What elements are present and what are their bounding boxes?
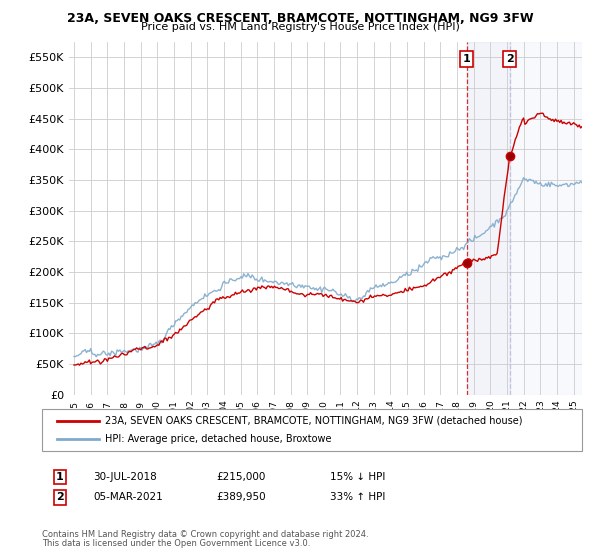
Text: 1: 1 (56, 472, 64, 482)
Text: 2: 2 (506, 54, 514, 64)
Text: 1: 1 (463, 54, 470, 64)
Text: 23A, SEVEN OAKS CRESCENT, BRAMCOTE, NOTTINGHAM, NG9 3FW (detached house): 23A, SEVEN OAKS CRESCENT, BRAMCOTE, NOTT… (105, 416, 523, 426)
Text: This data is licensed under the Open Government Licence v3.0.: This data is licensed under the Open Gov… (42, 539, 310, 548)
Text: Price paid vs. HM Land Registry's House Price Index (HPI): Price paid vs. HM Land Registry's House … (140, 22, 460, 32)
Text: 05-MAR-2021: 05-MAR-2021 (93, 492, 163, 502)
Text: 33% ↑ HPI: 33% ↑ HPI (330, 492, 385, 502)
Text: 30-JUL-2018: 30-JUL-2018 (93, 472, 157, 482)
Bar (467, 42, 510, 395)
Text: £215,000: £215,000 (216, 472, 265, 482)
Bar (510, 42, 582, 395)
Text: 2: 2 (56, 492, 64, 502)
Text: £389,950: £389,950 (216, 492, 266, 502)
Text: 15% ↓ HPI: 15% ↓ HPI (330, 472, 385, 482)
Text: 23A, SEVEN OAKS CRESCENT, BRAMCOTE, NOTTINGHAM, NG9 3FW: 23A, SEVEN OAKS CRESCENT, BRAMCOTE, NOTT… (67, 12, 533, 25)
Text: HPI: Average price, detached house, Broxtowe: HPI: Average price, detached house, Brox… (105, 434, 331, 444)
Text: Contains HM Land Registry data © Crown copyright and database right 2024.: Contains HM Land Registry data © Crown c… (42, 530, 368, 539)
